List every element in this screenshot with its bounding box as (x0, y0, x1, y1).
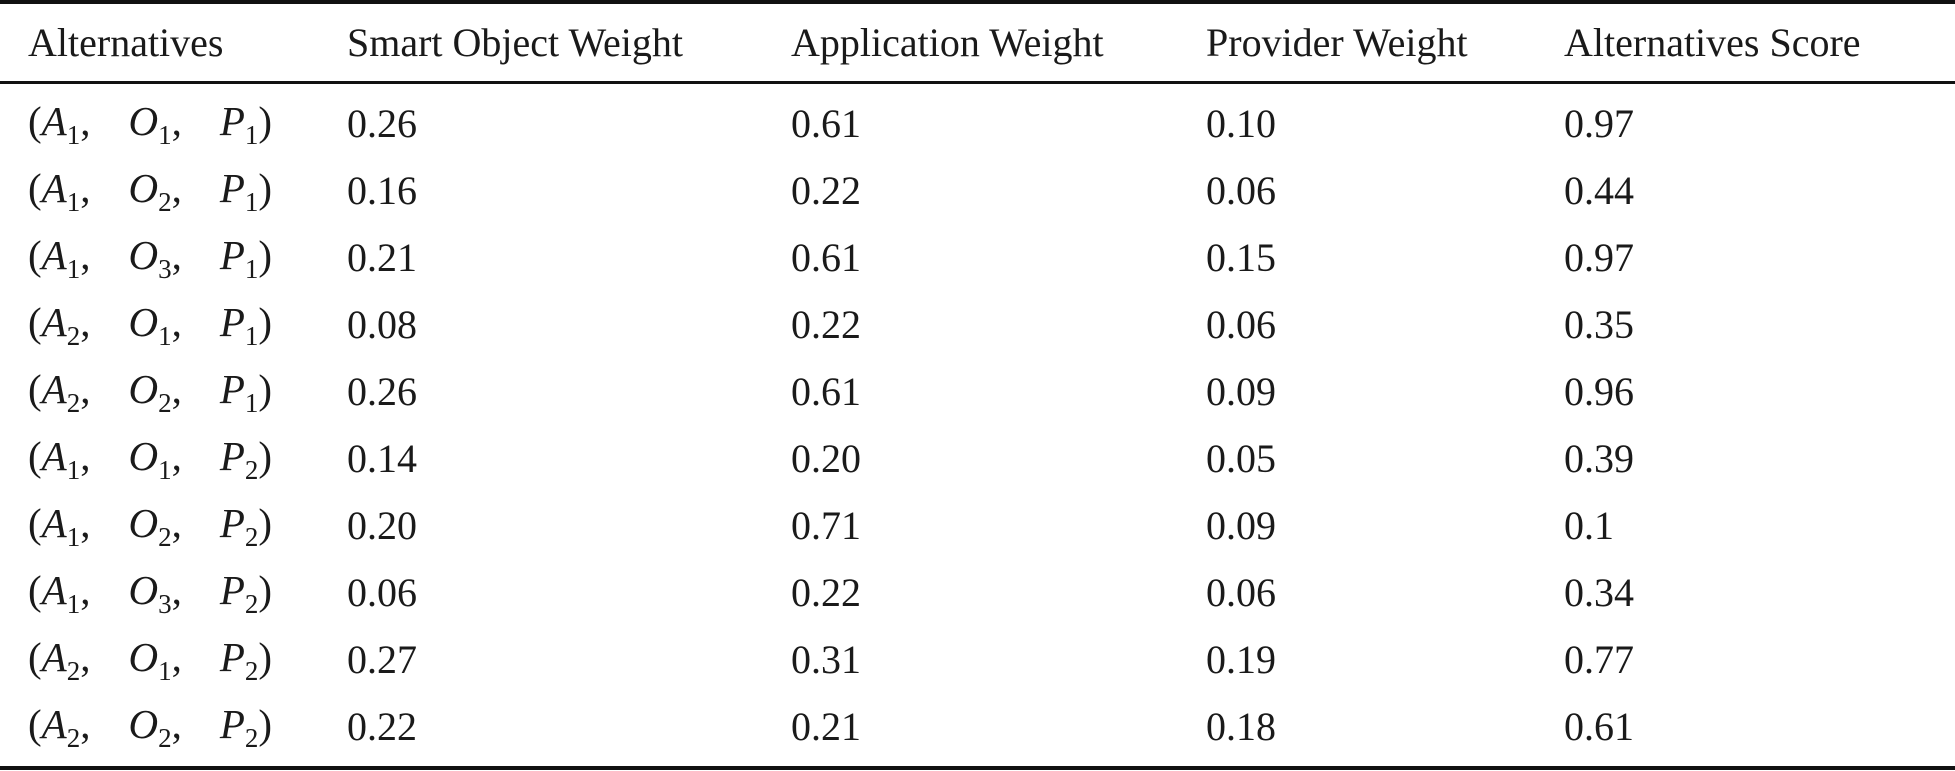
table-bottom-rule (0, 766, 1955, 770)
table-row: (A2, O2, P1) 0.26 0.61 0.09 0.96 (0, 358, 1955, 425)
alternative-cell: (A2, O1, P2) (28, 633, 273, 686)
provider-weight-cell: 0.19 (1206, 637, 1276, 682)
table-row: (A1, O3, P1) 0.21 0.61 0.15 0.97 (0, 224, 1955, 291)
alternatives-score-cell: 0.97 (1564, 235, 1634, 280)
smart-object-weight-cell: 0.06 (347, 570, 417, 615)
alternatives-score-cell: 0.96 (1564, 369, 1634, 414)
smart-object-weight-cell: 0.20 (347, 503, 417, 548)
smart-object-weight-cell: 0.21 (347, 235, 417, 280)
smart-object-weight-cell: 0.16 (347, 168, 417, 213)
application-weight-cell: 0.31 (791, 637, 861, 682)
provider-weight-cell: 0.05 (1206, 436, 1276, 481)
alternative-cell: (A1, O2, P1) (28, 164, 273, 217)
application-weight-cell: 0.71 (791, 503, 861, 548)
header-alternatives-score: Alternatives Score (1564, 19, 1861, 65)
header-smart-object-weight: Smart Object Weight (347, 19, 683, 65)
alternatives-score-cell: 0.34 (1564, 570, 1634, 615)
alternatives-score-cell: 0.44 (1564, 168, 1634, 213)
smart-object-weight-cell: 0.08 (347, 302, 417, 347)
alternative-cell: (A2, O1, P1) (28, 298, 273, 351)
alternative-cell: (A1, O1, P1) (28, 97, 273, 150)
provider-weight-cell: 0.06 (1206, 570, 1276, 615)
table-row: (A2, O1, P1) 0.08 0.22 0.06 0.35 (0, 291, 1955, 358)
alternatives-score-cell: 0.77 (1564, 637, 1634, 682)
alternatives-score-cell: 0.97 (1564, 101, 1634, 146)
smart-object-weight-cell: 0.14 (347, 436, 417, 481)
alternatives-score-cell: 0.1 (1564, 503, 1614, 548)
table-body: (A1, O1, P1) 0.26 0.61 0.10 0.97 (A1, O2, P1) 0.16… (0, 84, 1955, 760)
header-provider-weight: Provider Weight (1206, 19, 1468, 65)
header-application-weight: Application Weight (791, 19, 1104, 65)
provider-weight-cell: 0.10 (1206, 101, 1276, 146)
application-weight-cell: 0.61 (791, 235, 861, 280)
header-alternatives: Alternatives (28, 19, 224, 65)
provider-weight-cell: 0.06 (1206, 302, 1276, 347)
provider-weight-cell: 0.06 (1206, 168, 1276, 213)
provider-weight-cell: 0.18 (1206, 704, 1276, 749)
alternatives-score-cell: 0.61 (1564, 704, 1634, 749)
alternatives-score-cell: 0.39 (1564, 436, 1634, 481)
alternatives-score-cell: 0.35 (1564, 302, 1634, 347)
application-weight-cell: 0.20 (791, 436, 861, 481)
application-weight-cell: 0.61 (791, 101, 861, 146)
provider-weight-cell: 0.15 (1206, 235, 1276, 280)
table-row: (A1, O2, P2) 0.20 0.71 0.09 0.1 (0, 492, 1955, 559)
smart-object-weight-cell: 0.26 (347, 101, 417, 146)
table-header-row: Alternatives Smart Object Weight Applica… (0, 0, 1955, 84)
provider-weight-cell: 0.09 (1206, 503, 1276, 548)
alternative-cell: (A1, O3, P1) (28, 231, 273, 284)
table-top-rule (0, 0, 1955, 4)
application-weight-cell: 0.21 (791, 704, 861, 749)
table-row: (A1, O2, P1) 0.16 0.22 0.06 0.44 (0, 157, 1955, 224)
application-weight-cell: 0.22 (791, 570, 861, 615)
alternative-cell: (A1, O2, P2) (28, 499, 273, 552)
alternative-cell: (A1, O1, P2) (28, 432, 273, 485)
application-weight-cell: 0.22 (791, 302, 861, 347)
alternative-cell: (A2, O2, P2) (28, 700, 273, 753)
alternative-cell: (A1, O3, P2) (28, 566, 273, 619)
table-row: (A1, O3, P2) 0.06 0.22 0.06 0.34 (0, 559, 1955, 626)
table-row: (A1, O1, P1) 0.26 0.61 0.10 0.97 (0, 84, 1955, 157)
smart-object-weight-cell: 0.22 (347, 704, 417, 749)
smart-object-weight-cell: 0.26 (347, 369, 417, 414)
table-header-rule (0, 81, 1955, 84)
application-weight-cell: 0.22 (791, 168, 861, 213)
table-row: (A1, O1, P2) 0.14 0.20 0.05 0.39 (0, 425, 1955, 492)
smart-object-weight-cell: 0.27 (347, 637, 417, 682)
table-row: (A2, O1, P2) 0.27 0.31 0.19 0.77 (0, 626, 1955, 693)
application-weight-cell: 0.61 (791, 369, 861, 414)
provider-weight-cell: 0.09 (1206, 369, 1276, 414)
alternative-cell: (A2, O2, P1) (28, 365, 273, 418)
table-row: (A2, O2, P2) 0.22 0.21 0.18 0.61 (0, 693, 1955, 760)
